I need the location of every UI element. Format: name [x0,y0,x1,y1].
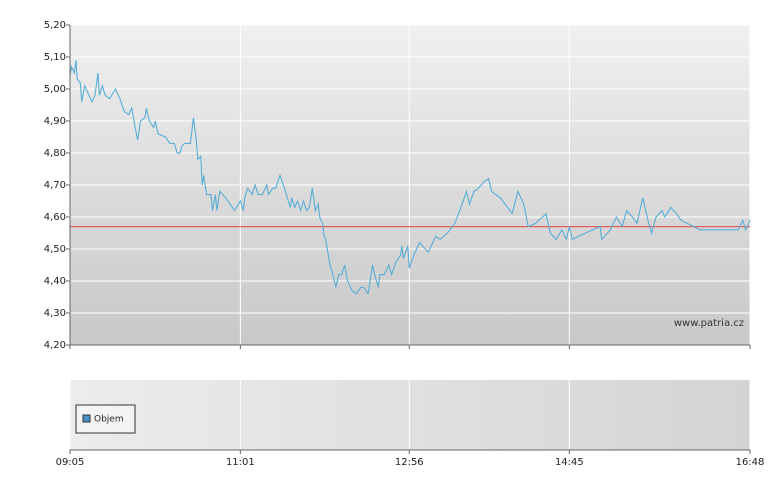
y-tick-label: 4,70 [44,180,66,191]
y-tick-label: 4,90 [44,116,66,127]
y-tick-label: 4,60 [44,212,66,223]
legend-label: Objem [94,415,124,425]
x-tick-label: 16:48 [736,457,765,468]
y-tick-label: 5,00 [44,84,66,95]
y-tick-label: 4,30 [44,308,66,319]
y-tick-label: 4,40 [44,276,66,287]
y-tick-label: 4,50 [44,244,66,255]
price-line [69,60,751,296]
y-tick-label: 5,20 [44,20,66,31]
y-tick-label: 4,20 [44,340,66,351]
x-tick-label: 11:01 [226,457,255,468]
volume-area [70,380,750,450]
legend-swatch [82,414,91,423]
x-tick-label: 12:56 [395,457,424,468]
y-tick-label: 4,80 [44,148,66,159]
x-tick-label: 14:45 [555,457,584,468]
x-tick-label: 09:05 [56,457,85,468]
watermark: www.patria.cz [674,318,744,329]
y-tick-label: 5,10 [44,52,66,63]
